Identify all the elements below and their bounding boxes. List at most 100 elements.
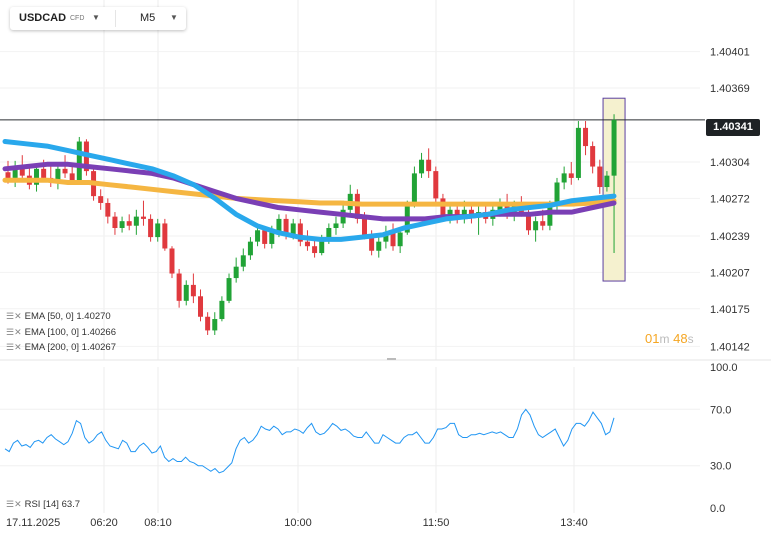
time-tick-label: 10:00 [284,517,312,529]
candle-body [183,284,189,301]
candle-body [98,196,104,203]
candle-body [568,173,574,178]
time-axis[interactable]: 17.11.2025 06:20 08:10 10:00 11:50 13:40 [6,517,588,529]
candle-body [155,223,161,238]
price-tick-label: 1.40401 [710,47,750,59]
rsi-axis[interactable]: 100.0 70.0 30.0 0.0 [710,362,738,515]
candle-body [5,172,11,178]
timeframe-label[interactable]: M5 [140,12,156,24]
price-tick-label: 1.40142 [710,341,750,353]
rsi-tick-label: 70.0 [710,404,731,416]
candle-body [219,300,225,320]
candle-body [411,173,417,206]
price-tick-label: 1.40239 [710,231,750,243]
candle-body [198,296,204,317]
candle-body [497,205,503,210]
price-tick-label: 1.40369 [710,83,750,95]
candle-body [205,316,211,331]
time-tick-label: 08:10 [144,517,172,529]
candle-body [597,166,603,188]
candle-body [319,239,325,254]
candle-body [590,146,596,167]
candle-body [283,218,289,235]
candle-body [112,216,118,228]
toolbar-divider [115,10,116,27]
price-axis[interactable]: 1.40401 1.40369 1.40304 1.40272 1.40239 1.402… [710,47,750,354]
candle-body [233,266,239,279]
price-tick-label: 1.40175 [710,304,750,316]
candle-body [561,173,567,183]
candle-body [55,168,61,183]
price-tick-label: 1.40272 [710,193,750,205]
symbol-dropdown-chevron-icon[interactable]: ▼ [92,13,100,22]
candle-body [126,221,132,226]
rsi-tick-label: 0.0 [710,503,725,515]
candle-body [333,223,339,228]
instrument-type-label: CFD [70,15,85,22]
candle-body [583,127,589,147]
candle-body [525,212,531,231]
chart-toolbar: USDCAD CFD ▼ M5 ▼ [10,7,186,30]
candle-body [226,278,232,301]
candle-body [604,175,610,188]
candle-body [575,127,581,178]
time-tick-label: 06:20 [90,517,118,529]
settings-and-close-icon[interactable]: ☰✕ [6,327,22,337]
candle-body [611,119,617,176]
indicator-legend-ema100[interactable]: ☰✕ EMA [100, 0] 1.40266 [6,327,116,338]
candle-body [247,241,253,256]
ema-100-line [2,161,617,222]
candle-body [162,223,168,249]
candle-body [433,171,439,199]
grid-lines [0,0,700,513]
candle-body [255,230,261,242]
rsi-line [4,408,615,474]
candle-body [276,218,282,233]
candle-body [240,255,246,267]
candle-body [383,232,389,242]
price-tick-label: 1.40207 [710,267,750,279]
candle-body [376,241,382,251]
indicator-legend-ema50[interactable]: ☰✕ EMA [50, 0] 1.40270 [6,311,111,322]
candle-body [269,232,275,244]
candle-body [140,216,146,219]
candle-body [190,284,196,297]
candle-body [34,168,40,185]
candle-body [326,228,332,240]
timeframe-dropdown-chevron-icon[interactable]: ▼ [170,13,178,22]
candle-body [105,202,111,217]
settings-and-close-icon[interactable]: ☰✕ [6,311,22,321]
candle-body [369,234,375,251]
pane-resize-handle[interactable] [387,358,396,360]
candle-body [41,168,47,178]
candle-countdown: 01m 48s [645,331,694,346]
candles [5,114,617,335]
candle-body [426,159,432,172]
settings-and-close-icon[interactable]: ☰✕ [6,499,22,509]
time-tick-label: 17.11.2025 [6,517,60,529]
candle-body [547,205,553,226]
candle-body [304,241,310,247]
time-tick-label: 11:50 [423,517,450,529]
candle-body [290,223,296,235]
indicator-legend-rsi[interactable]: ☰✕ RSI [14] 63.7 [6,499,81,510]
rsi-tick-label: 100.0 [710,362,738,374]
candle-body [176,273,182,301]
candle-body [447,209,453,217]
candle-body [12,166,18,178]
candle-body [554,182,560,206]
candle-body [133,216,139,226]
candle-body [419,159,425,174]
candle-body [468,209,474,217]
symbol-label[interactable]: USDCAD [19,12,67,24]
candle-body [76,141,82,181]
candle-body [69,173,75,181]
candle-body [540,221,546,226]
candle-body [354,193,360,219]
indicator-legend-ema200[interactable]: ☰✕ EMA [200, 0] 1.40267 [6,342,116,353]
candle-body [297,223,303,242]
settings-and-close-icon[interactable]: ☰✕ [6,342,22,352]
candle-body [212,319,218,331]
